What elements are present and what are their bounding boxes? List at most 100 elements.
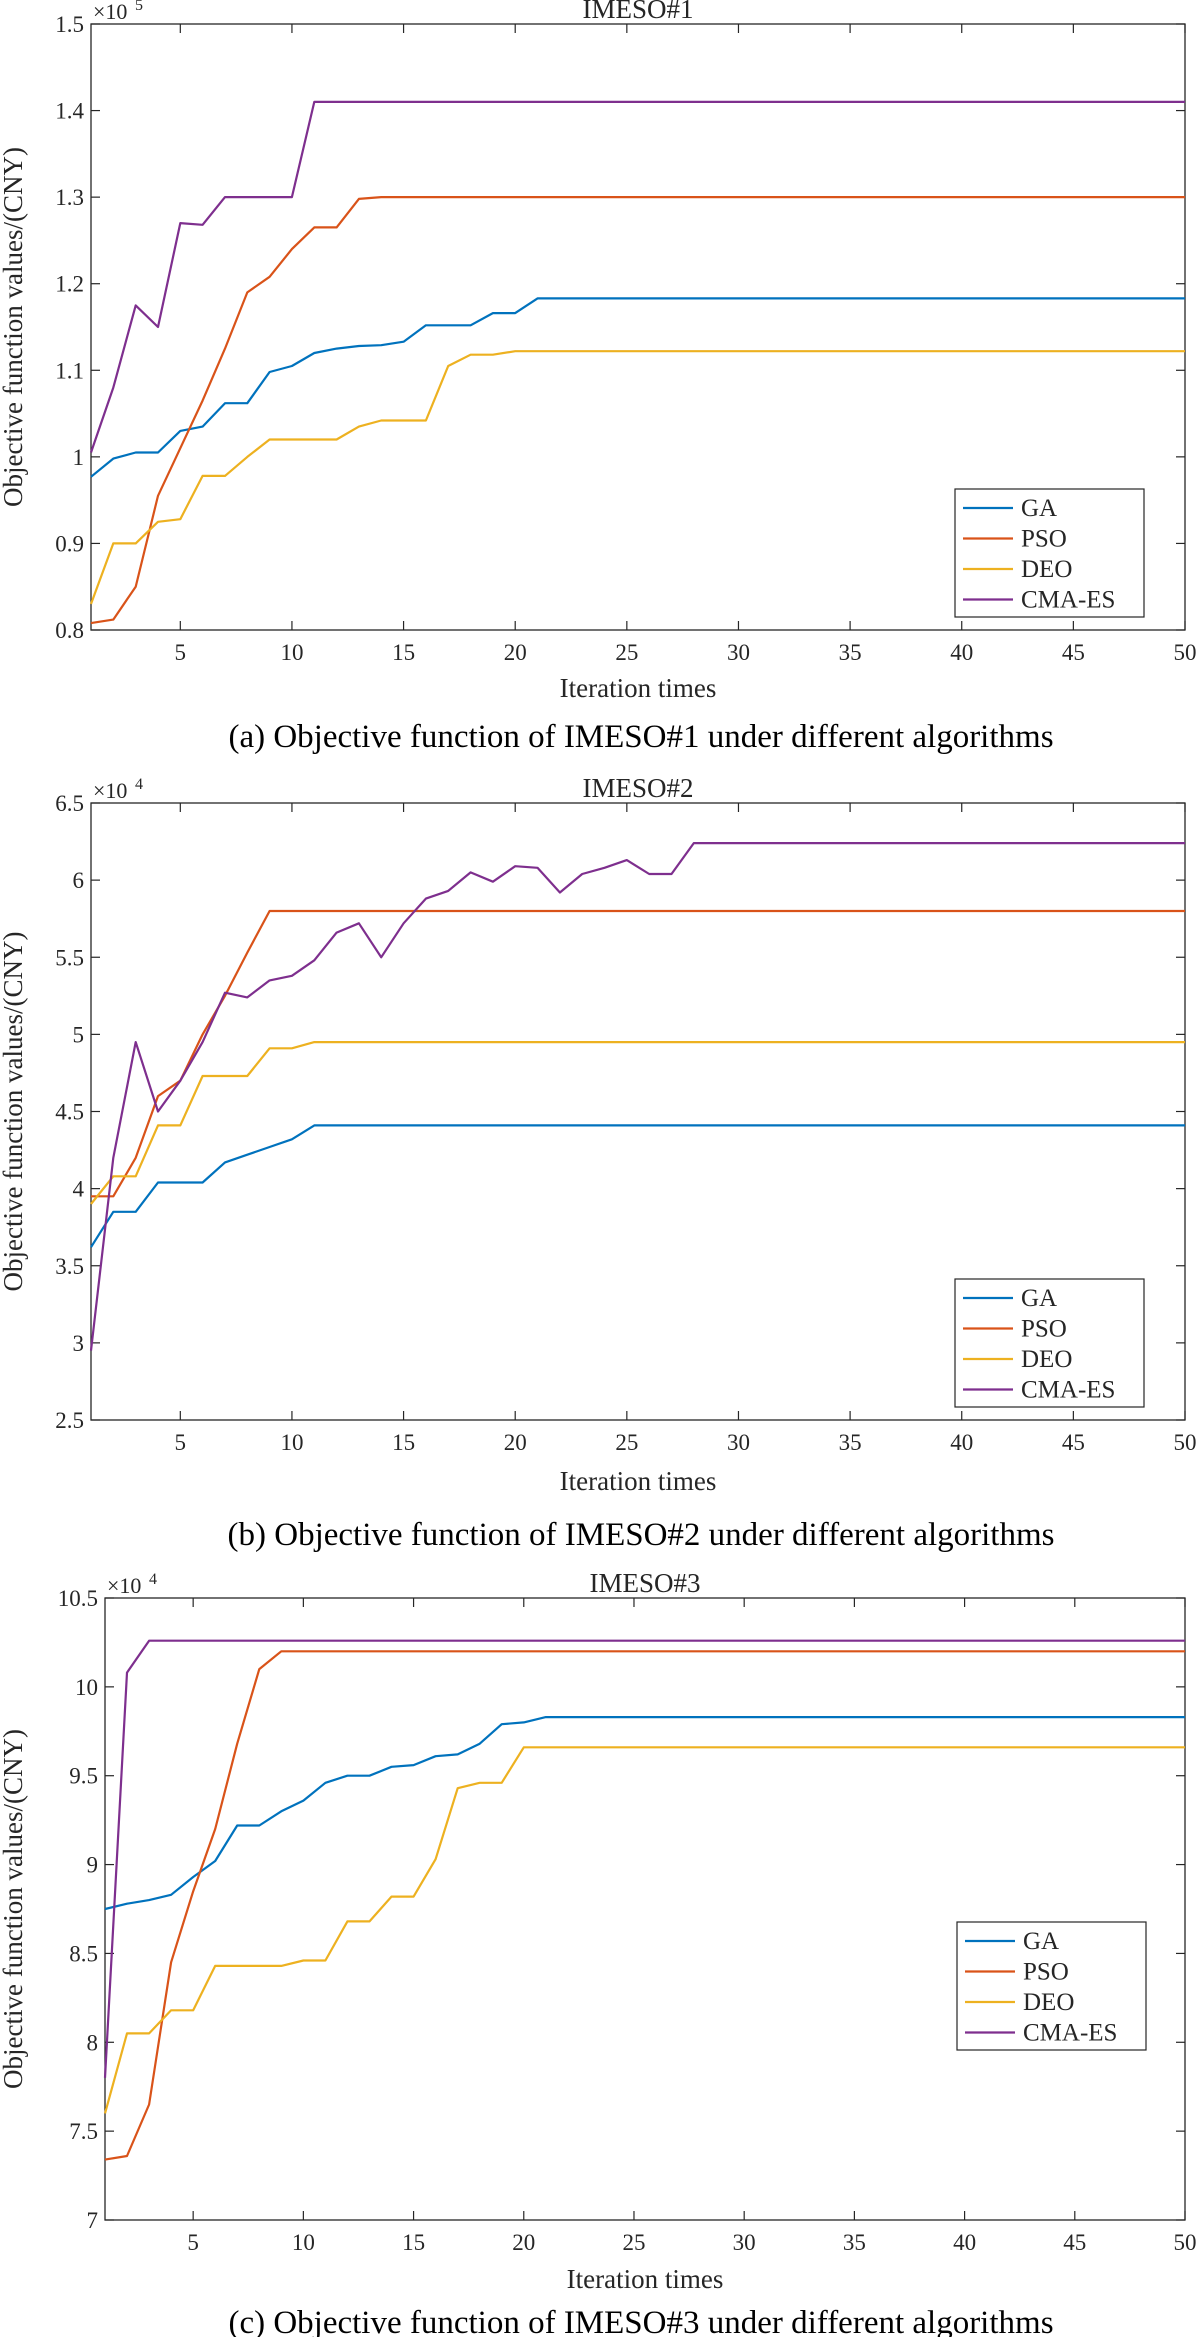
- legend-label: GA: [1021, 495, 1057, 522]
- chart-title: IMESO#1: [582, 0, 693, 24]
- chart-panel-1: 0.8 0.9 1 1.1 1.2 1.3 1.4 1.5 5 10 15 20 25 30 35 40 45 5…: [0, 0, 1197, 755]
- y-tick-label: 1.5: [55, 12, 84, 37]
- y-tick-label: 1.2: [55, 272, 84, 297]
- x-tick-label: 20: [504, 640, 527, 665]
- y-tick-label: 9.5: [69, 1764, 98, 1789]
- y-tick-label: 3.5: [55, 1254, 84, 1279]
- y-tick-label: 1: [73, 445, 85, 470]
- y-exponent: 4: [135, 776, 143, 793]
- series-line-deo: [90, 1040, 1185, 1205]
- legend: GA PSO DEO CMA-ES: [954, 488, 1145, 618]
- y-exponent: 4: [149, 1571, 157, 1588]
- series-line-cma-es: [89, 841, 1185, 1351]
- legend-label: CMA-ES: [1023, 2020, 1117, 2047]
- y-tick-label: 7: [87, 2208, 99, 2233]
- x-tick-label: 45: [1062, 1430, 1085, 1455]
- legend: GA PSO DEO CMA-ES: [954, 1278, 1145, 1408]
- x-tick-label: 50: [1174, 1430, 1197, 1455]
- y-tick-label: 1.1: [55, 358, 84, 383]
- legend-box: [954, 1278, 1145, 1408]
- x-tick-label: 15: [402, 2230, 425, 2255]
- x-tick-label: 25: [615, 1430, 638, 1455]
- legend-label: DEO: [1021, 1346, 1072, 1373]
- x-axis-label: Iteration times: [560, 673, 717, 703]
- y-tick-label: 8.5: [69, 1941, 98, 1966]
- plot-area: [104, 1597, 1186, 2221]
- y-multiplier: ×10: [107, 1573, 141, 1598]
- x-tick-label: 20: [504, 1430, 527, 1455]
- series-line-pso: [104, 1650, 1185, 2161]
- y-multiplier: ×10: [93, 0, 127, 24]
- y-tick-label: 0.9: [55, 531, 84, 556]
- y-exponent: 5: [135, 0, 143, 14]
- x-tick-label: 10: [280, 1430, 303, 1455]
- x-tick-label: 50: [1174, 640, 1197, 665]
- x-tick-label: 40: [953, 2230, 976, 2255]
- legend-label: GA: [1021, 1285, 1057, 1312]
- x-tick-label: 35: [839, 640, 862, 665]
- x-tick-label: 15: [392, 1430, 415, 1455]
- x-tick-label: 35: [839, 1430, 862, 1455]
- legend-label: CMA-ES: [1021, 1377, 1115, 1404]
- y-tick-label: 4.5: [55, 1100, 84, 1125]
- x-tick-label: 30: [733, 2230, 756, 2255]
- series-line-deo: [103, 1746, 1185, 2114]
- y-tick-label: 6.5: [55, 791, 84, 816]
- y-tick-label: 2.5: [55, 1408, 84, 1433]
- x-tick-label: 15: [392, 640, 415, 665]
- x-tick-label: 50: [1174, 2230, 1197, 2255]
- y-multiplier: ×10: [93, 778, 127, 803]
- y-axis-label: Objective function values/(CNY): [0, 147, 28, 507]
- x-axis-label: Iteration times: [567, 2264, 724, 2294]
- x-tick-label: 45: [1063, 2230, 1086, 2255]
- y-tick-label: 7.5: [69, 2119, 98, 2144]
- series-line-deo: [89, 350, 1185, 605]
- y-tick-label: 3: [73, 1331, 85, 1356]
- x-tick-label: 5: [175, 640, 187, 665]
- legend-label: PSO: [1021, 526, 1067, 553]
- x-tick-label: 5: [175, 1430, 187, 1455]
- y-tick-label: 10.5: [58, 1586, 98, 1611]
- chart-title: IMESO#2: [582, 773, 693, 803]
- x-tick-label: 20: [512, 2230, 535, 2255]
- chart-panel-3: 7 7.5 8 8.5 9 9.5 10 10.5 5 10 15 20 25 30 35 40 45 50 ×10…: [0, 1568, 1197, 2337]
- y-tick-label: 1.3: [55, 185, 84, 210]
- legend-label: GA: [1023, 1928, 1059, 1955]
- legend-label: DEO: [1021, 556, 1072, 583]
- legend-box: [954, 488, 1145, 618]
- legend-label: PSO: [1023, 1959, 1069, 1986]
- y-tick-label: 8: [87, 2030, 99, 2055]
- series-line-ga: [90, 297, 1185, 478]
- x-tick-label: 45: [1062, 640, 1085, 665]
- chart-title: IMESO#3: [589, 1568, 700, 1598]
- y-tick-label: 0.8: [55, 618, 84, 643]
- legend: GA PSO DEO CMA-ES: [956, 1921, 1147, 2051]
- y-tick-label: 1.4: [55, 99, 84, 124]
- x-tick-label: 30: [727, 640, 750, 665]
- figure-caption: (a) Objective function of IMESO#1 under …: [228, 719, 1053, 755]
- x-tick-label: 5: [187, 2230, 199, 2255]
- x-tick-label: 10: [292, 2230, 315, 2255]
- y-tick-label: 4: [73, 1177, 85, 1202]
- series-line-cma-es: [89, 100, 1185, 453]
- x-tick-label: 10: [280, 640, 303, 665]
- x-tick-label: 30: [727, 1430, 750, 1455]
- x-tick-label: 35: [843, 2230, 866, 2255]
- x-tick-label: 25: [615, 640, 638, 665]
- x-axis-label: Iteration times: [560, 1466, 717, 1496]
- figure-caption: (b) Objective function of IMESO#2 under …: [228, 1517, 1055, 1553]
- legend-label: DEO: [1023, 1989, 1074, 2016]
- y-tick-label: 6: [73, 868, 85, 893]
- y-tick-label: 5: [73, 1022, 85, 1047]
- x-tick-label: 40: [950, 1430, 973, 1455]
- y-axis-label: Objective function values/(CNY): [0, 932, 28, 1292]
- legend-label: CMA-ES: [1021, 587, 1115, 614]
- legend-label: PSO: [1021, 1316, 1067, 1343]
- series-line-cma-es: [103, 1639, 1185, 2078]
- x-tick-label: 40: [950, 640, 973, 665]
- legend-box: [956, 1921, 1147, 2051]
- series-line-pso: [90, 196, 1185, 625]
- y-axis-label: Objective function values/(CNY): [0, 1729, 28, 2089]
- chart-panel-2: 2.5 3 3.5 4 4.5 5 5.5 6 6.5 5 10 15 20 25 30 35 40 45 50 ×1…: [0, 773, 1197, 1553]
